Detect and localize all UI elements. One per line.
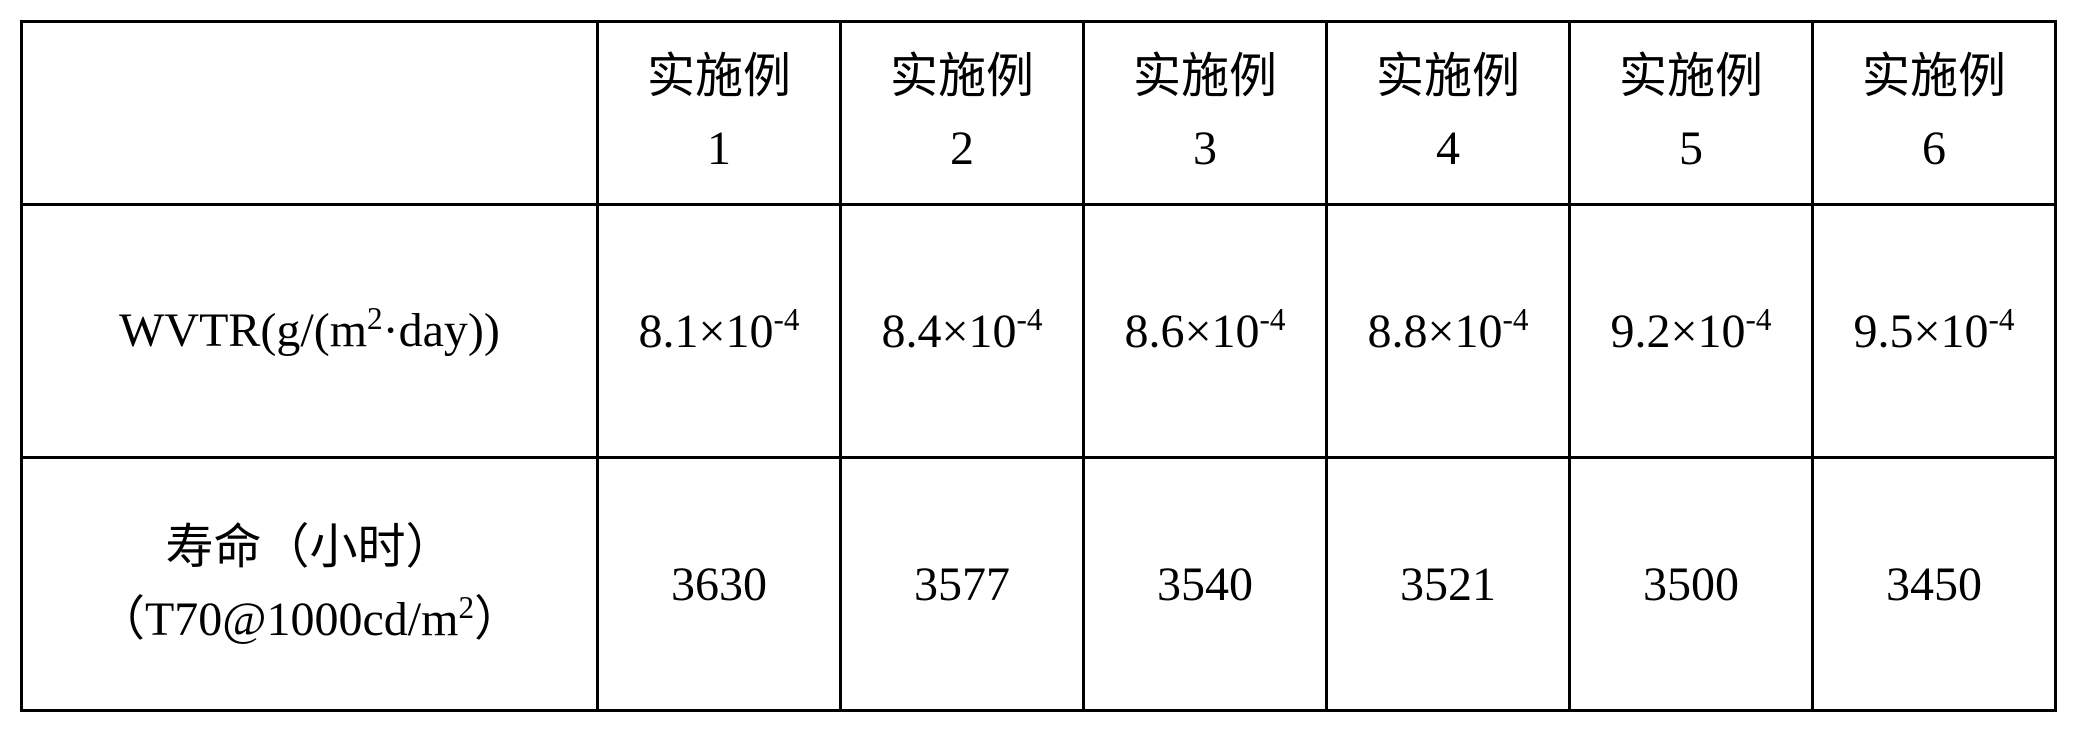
- data-table: 实施例 1 实施例 2 实施例 3 实施例 4 实施例 5 实施例 6 WVTR…: [20, 20, 2057, 712]
- header-num: 4: [1436, 122, 1460, 175]
- cell-wvtr-4: 8.8×10-4: [1327, 205, 1570, 458]
- cell-life-4: 3521: [1327, 458, 1570, 711]
- cell-wvtr-1: 8.1×10-4: [598, 205, 841, 458]
- cell-wvtr-3: 8.6×10-4: [1084, 205, 1327, 458]
- header-num: 3: [1193, 122, 1217, 175]
- header-num: 6: [1922, 122, 1946, 175]
- header-prefix: 实施例: [1619, 50, 1763, 103]
- header-num: 2: [950, 122, 974, 175]
- table-row: 寿命（小时）（T70@1000cd/m2） 3630 3577 3540 352…: [22, 458, 2056, 711]
- table-header-row: 实施例 1 实施例 2 实施例 3 实施例 4 实施例 5 实施例 6: [22, 22, 2056, 205]
- header-col-3: 实施例 3: [1084, 22, 1327, 205]
- header-col-2: 实施例 2: [841, 22, 1084, 205]
- header-num: 1: [707, 122, 731, 175]
- header-blank-cell: [22, 22, 598, 205]
- header-col-6: 实施例 6: [1813, 22, 2056, 205]
- cell-wvtr-6: 9.5×10-4: [1813, 205, 2056, 458]
- row-label-lifetime: 寿命（小时）（T70@1000cd/m2）: [22, 458, 598, 711]
- cell-life-6: 3450: [1813, 458, 2056, 711]
- header-prefix: 实施例: [1133, 50, 1277, 103]
- header-col-4: 实施例 4: [1327, 22, 1570, 205]
- cell-wvtr-5: 9.2×10-4: [1570, 205, 1813, 458]
- cell-life-1: 3630: [598, 458, 841, 711]
- header-col-1: 实施例 1: [598, 22, 841, 205]
- table-row: WVTR(g/(m2·day)) 8.1×10-4 8.4×10-4 8.6×1…: [22, 205, 2056, 458]
- cell-wvtr-2: 8.4×10-4: [841, 205, 1084, 458]
- row-label-wvtr: WVTR(g/(m2·day)): [22, 205, 598, 458]
- header-col-5: 实施例 5: [1570, 22, 1813, 205]
- header-prefix: 实施例: [1862, 50, 2006, 103]
- header-prefix: 实施例: [1376, 50, 1520, 103]
- cell-life-5: 3500: [1570, 458, 1813, 711]
- header-prefix: 实施例: [647, 50, 791, 103]
- header-prefix: 实施例: [890, 50, 1034, 103]
- cell-life-2: 3577: [841, 458, 1084, 711]
- cell-life-3: 3540: [1084, 458, 1327, 711]
- header-num: 5: [1679, 122, 1703, 175]
